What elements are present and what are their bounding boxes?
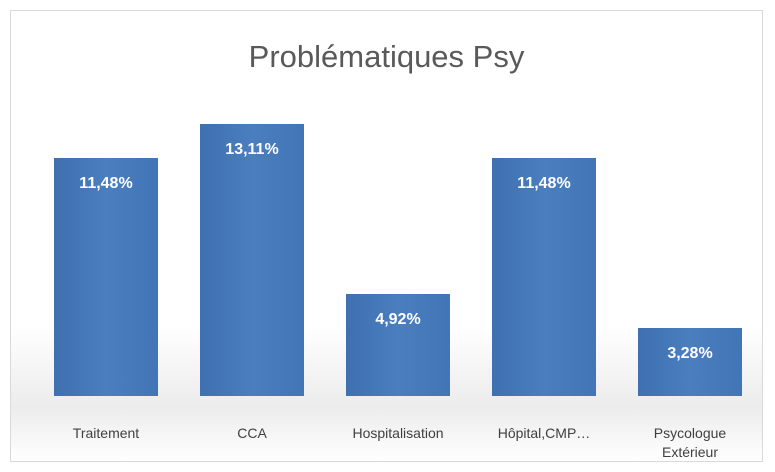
bar [638,327,742,396]
bar [346,293,450,396]
data-label: 4,92% [375,310,421,328]
x-tick-label: Hôpital,CMP… [497,425,591,441]
bar [492,157,596,396]
data-label: 3,28% [667,344,713,362]
x-tick-label: CCA [237,425,267,441]
chart-title: Problématiques Psy [248,39,525,74]
data-label: 11,48% [79,174,133,192]
bar [200,124,304,396]
chart: Problématiques Psy 11,48% Traitement 13,11… [10,10,763,462]
x-tick-label: Traitement [72,425,140,441]
data-label: 11,48% [517,174,571,192]
x-tick-label: Psycologue Extérieur [653,425,727,460]
data-label: 13,11% [225,141,279,158]
bar [54,157,158,396]
x-tick-label: Hospitalisation [352,425,444,441]
